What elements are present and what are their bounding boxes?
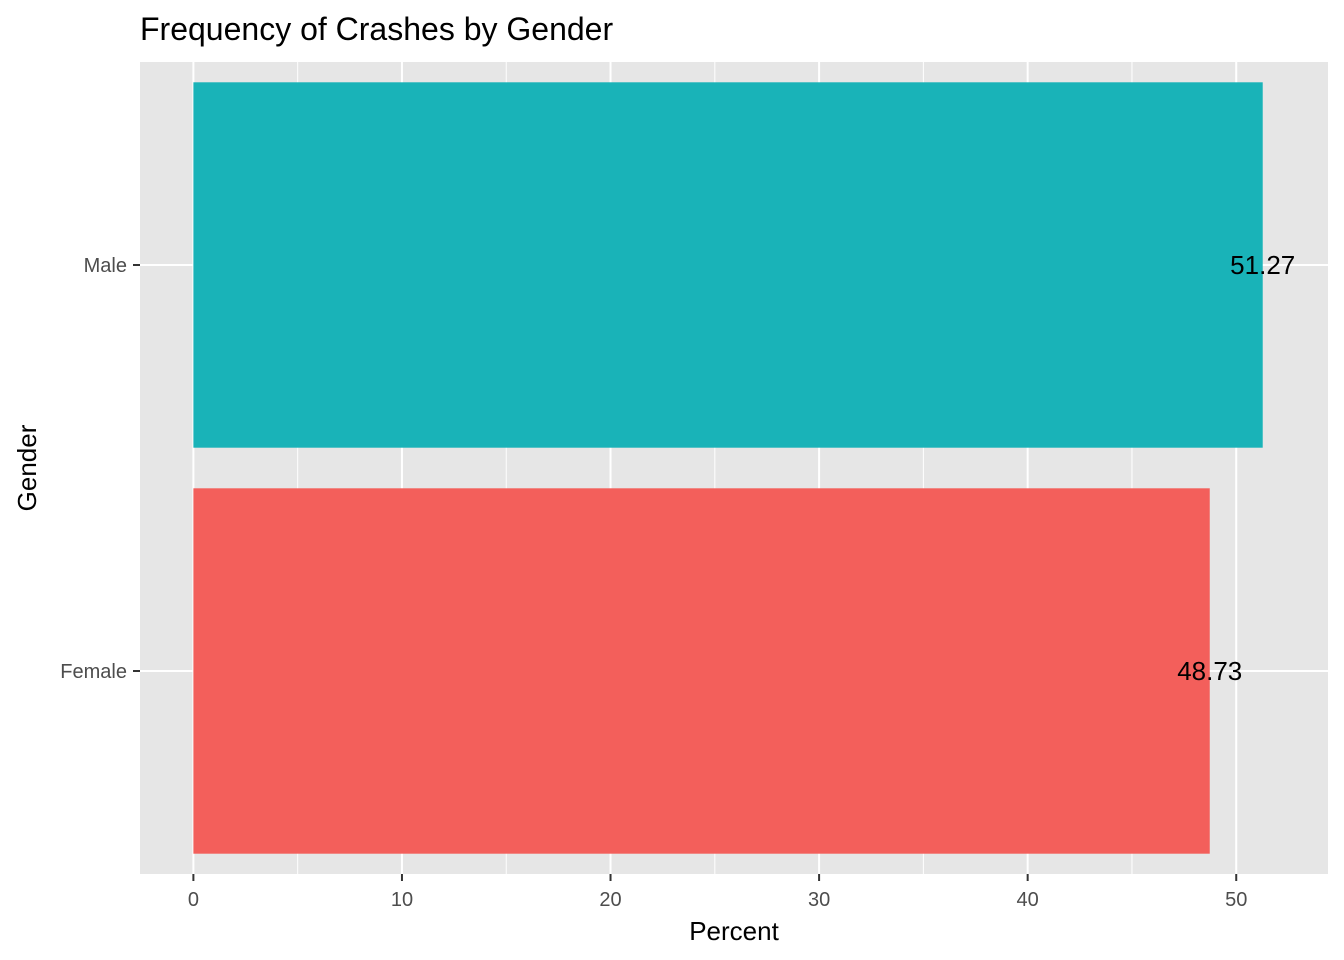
y-tick-label: Male: [84, 255, 127, 277]
bar-male: [193, 82, 1263, 448]
x-axis-ticks: 0 10 20 30 40 50: [188, 874, 1247, 911]
y-tick-label: Female: [60, 661, 127, 683]
bar-female: [193, 488, 1210, 854]
y-axis-ticks: Female Male: [60, 255, 140, 683]
chart-title: Frequency of Crashes by Gender: [140, 11, 613, 47]
x-tick-label: 40: [1017, 889, 1039, 911]
data-labels: 48.73 51.27: [1177, 250, 1295, 686]
x-axis-title: Percent: [689, 916, 779, 946]
data-label-male: 51.27: [1230, 250, 1295, 280]
x-tick-label: 50: [1225, 889, 1247, 911]
bars: [193, 82, 1263, 854]
data-label-female: 48.73: [1177, 656, 1242, 686]
x-tick-label: 0: [188, 889, 199, 911]
x-tick-label: 10: [391, 889, 413, 911]
x-tick-label: 30: [808, 889, 830, 911]
y-axis-title: Gender: [12, 424, 42, 511]
x-tick-label: 20: [599, 889, 621, 911]
